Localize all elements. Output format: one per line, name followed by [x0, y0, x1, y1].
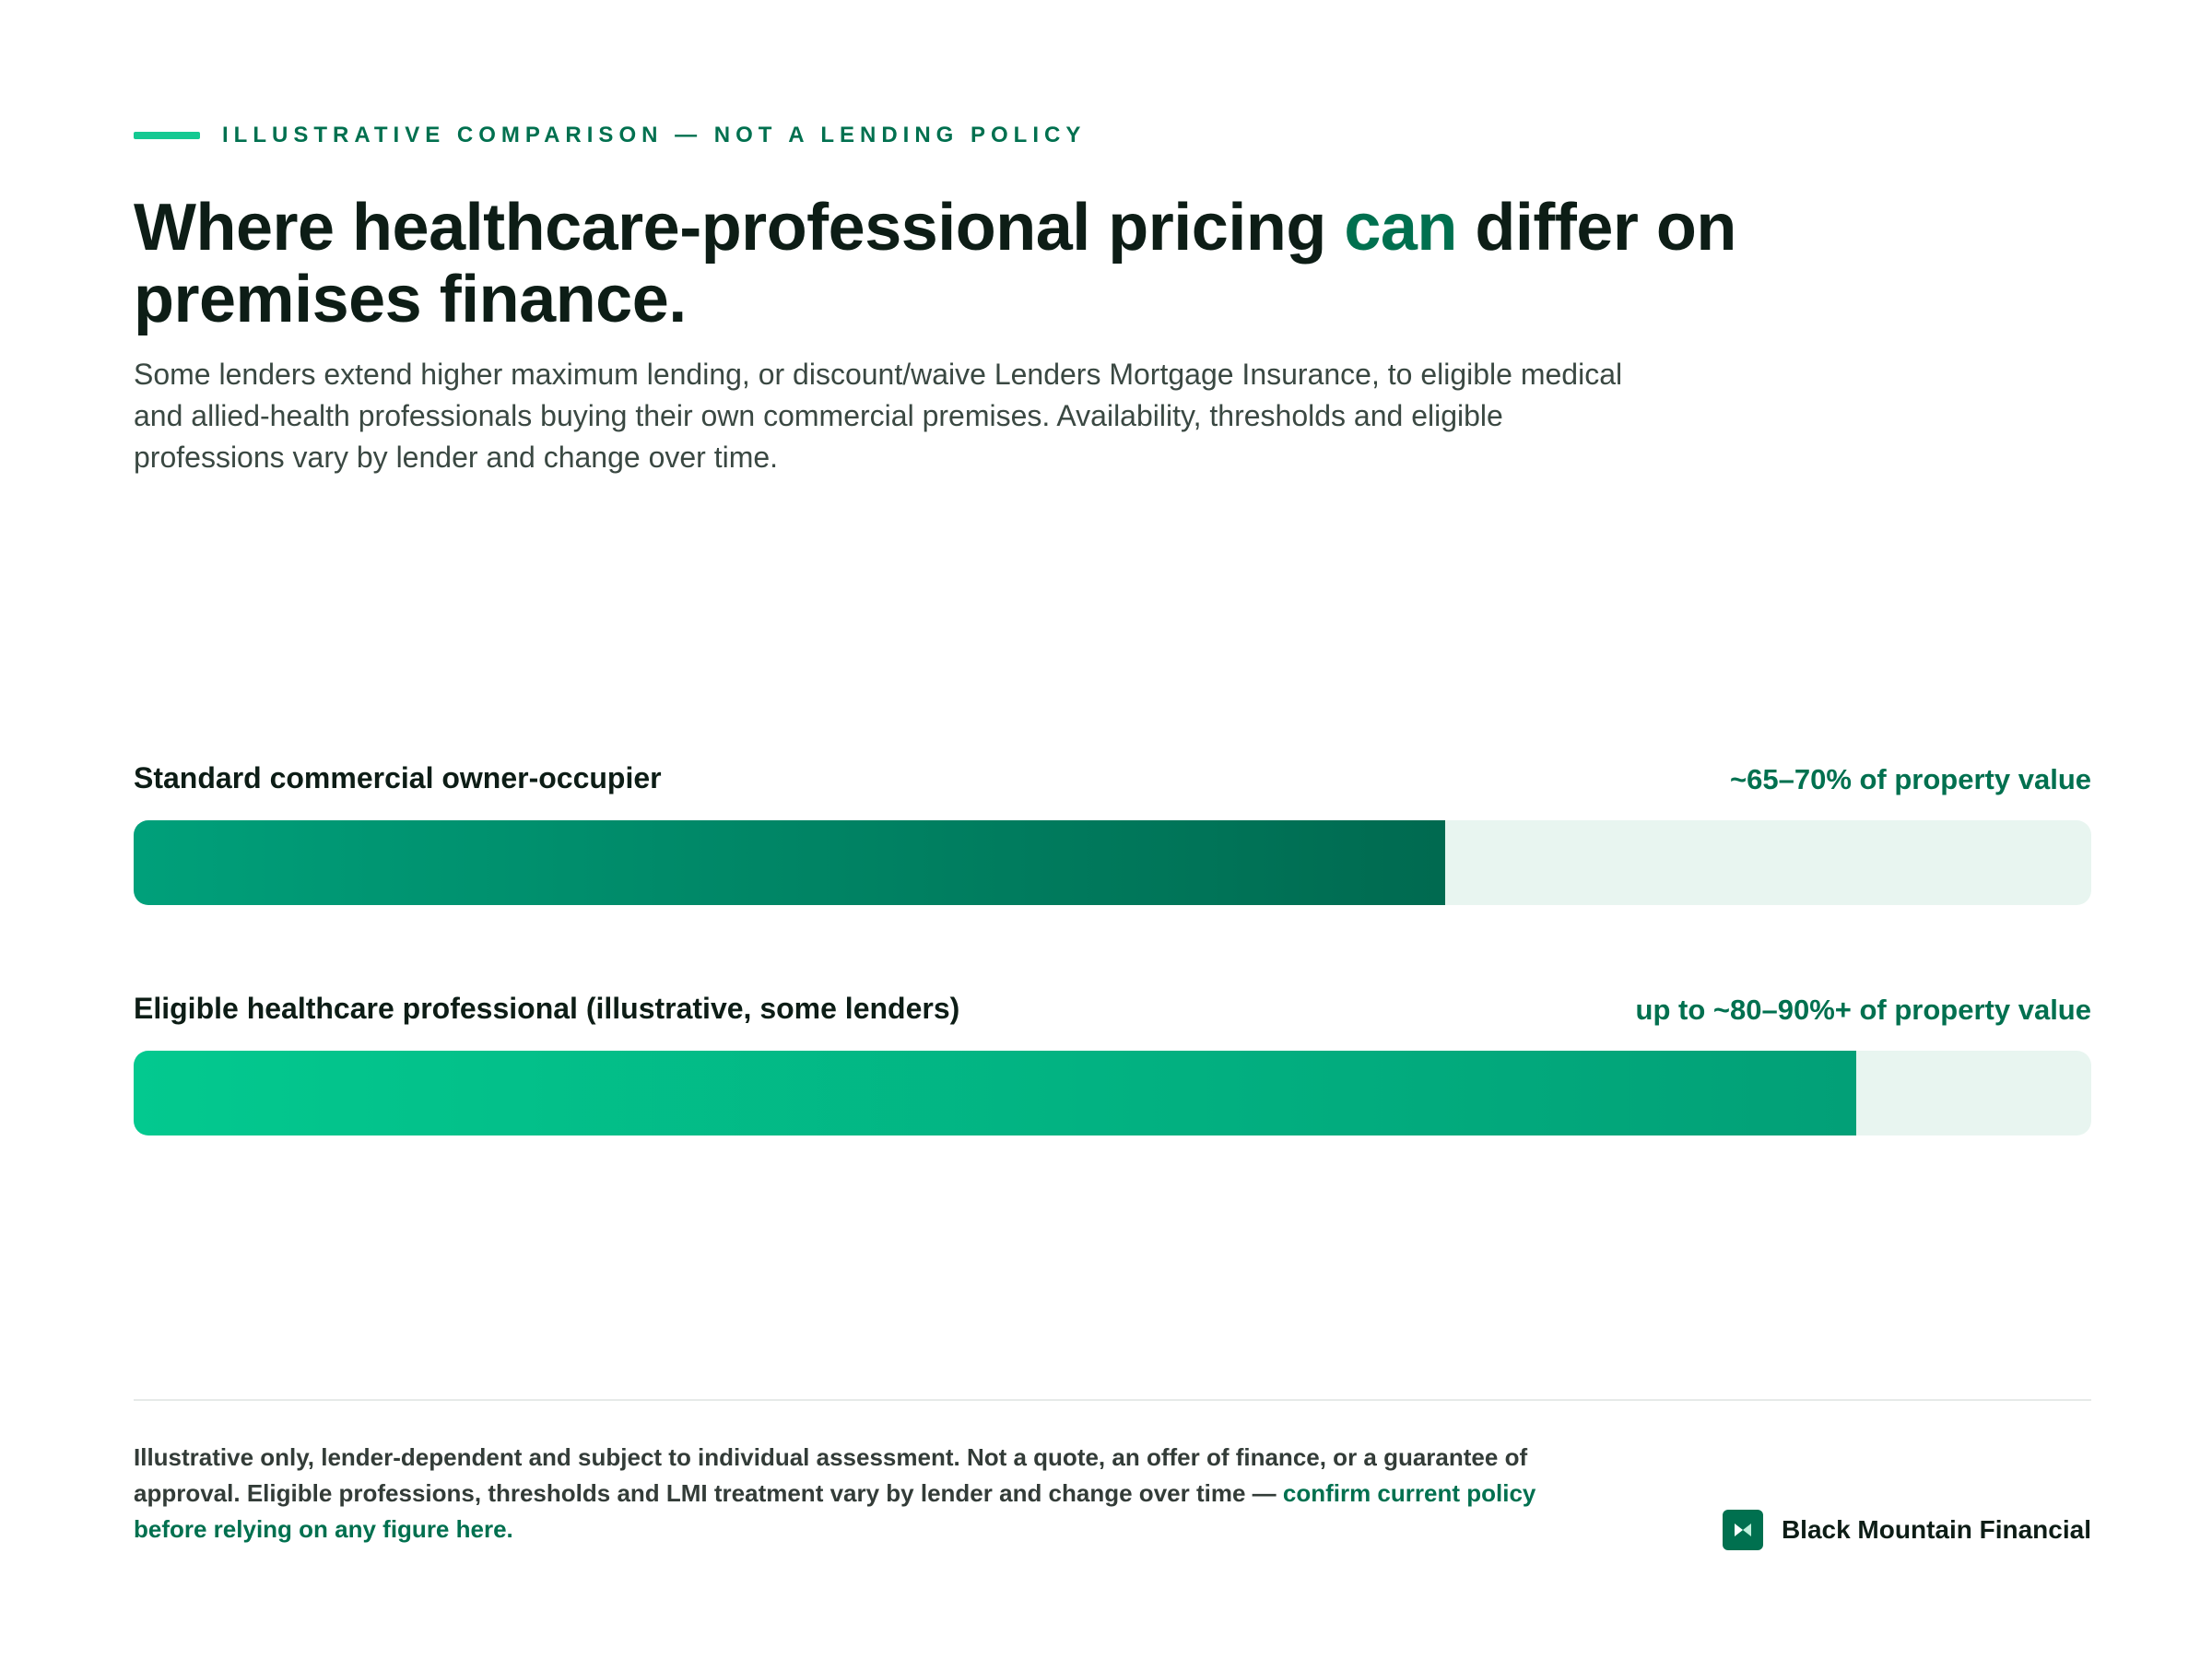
bar-header: Eligible healthcare professional (illust…: [134, 992, 2091, 1038]
brand-name: Black Mountain Financial: [1781, 1515, 2091, 1544]
page-title: Where healthcare-professional pricing ca…: [134, 192, 1885, 335]
bar-category-label: Standard commercial owner-occupier: [134, 761, 662, 794]
page-title-accent: can: [1344, 191, 1457, 265]
brand: Black Mountain Financial: [1722, 1509, 2091, 1551]
bar-track: [134, 1051, 2091, 1135]
bar-fill: [134, 820, 1446, 905]
intro-paragraph: Some lenders extend higher maximum lendi…: [134, 358, 1623, 474]
comparison-chart: Standard commercial owner-occupier ~65–70…: [134, 761, 2091, 1222]
eyebrow: ILLUSTRATIVE COMPARISON — NOT A LENDING …: [134, 122, 1086, 149]
page-title-tail: differ on premises finance.: [134, 191, 1736, 336]
bowtie-logo-glyph: [1734, 1524, 1751, 1536]
bar-row: Standard commercial owner-occupier ~65–70…: [134, 761, 2091, 992]
bar-header: Standard commercial owner-occupier ~65–70…: [134, 761, 2091, 807]
bar-category-label: Eligible healthcare professional (illust…: [134, 992, 960, 1025]
bar-track: [134, 820, 2091, 905]
disclaimer: Illustrative only, lender-dependent and …: [134, 1440, 1553, 1547]
page-title-lead: Where healthcare-professional pricing: [134, 191, 1345, 265]
bowtie-logo-icon: [1722, 1510, 1763, 1550]
disclaimer-cta: confirm current policy before relying on…: [134, 1479, 1536, 1543]
footer-divider: [134, 1399, 2091, 1401]
bar-data-label: ~65–70% of property value: [1730, 763, 2091, 795]
page: ILLUSTRATIVE COMPARISON — NOT A LENDING …: [134, 0, 2091, 1659]
eyebrow-rule: [134, 132, 200, 139]
bar-row: Eligible healthcare professional (illust…: [134, 992, 2091, 1222]
bar-fill: [134, 1051, 1857, 1135]
eyebrow-text: ILLUSTRATIVE COMPARISON — NOT A LENDING …: [222, 123, 1087, 147]
disclaimer-text: Illustrative only, lender-dependent and …: [134, 1443, 1528, 1507]
bar-data-label: up to ~80–90%+ of property value: [1635, 994, 2091, 1026]
